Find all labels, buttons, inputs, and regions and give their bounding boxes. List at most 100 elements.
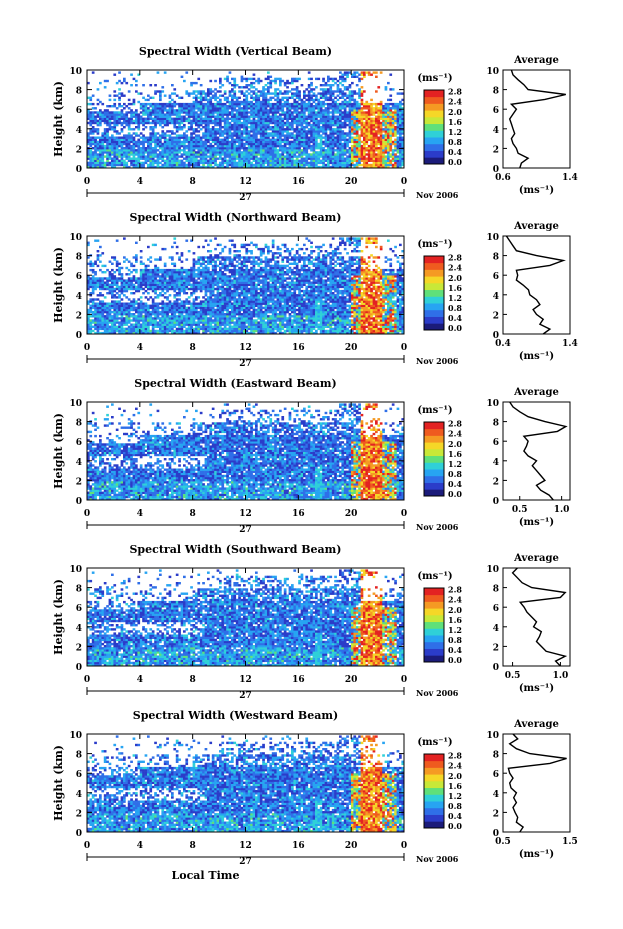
- heatmap-cell: [243, 100, 246, 104]
- heatmap-cell: [240, 329, 244, 333]
- heatmap-cell: [322, 329, 325, 333]
- heatmap-cell: [123, 126, 126, 129]
- heatmap-cell: [199, 84, 203, 87]
- heatmap-cell: [250, 138, 253, 141]
- heatmap-cell: [226, 153, 229, 156]
- heatmap-cell: [384, 159, 388, 162]
- heatmap-cell: [298, 151, 301, 154]
- heatmap-cell: [375, 323, 378, 326]
- heatmap-cell: [360, 111, 364, 114]
- heatmap-cell: [180, 321, 184, 324]
- heatmap-cell: [137, 128, 141, 131]
- heatmap-cell: [319, 88, 323, 91]
- heatmap-cell: [341, 157, 345, 160]
- heatmap-cell: [358, 149, 361, 152]
- heatmap-cell: [288, 81, 292, 85]
- heatmap-cell: [255, 121, 258, 125]
- heatmap-cell: [137, 165, 141, 169]
- heatmap-cell: [319, 126, 323, 129]
- heatmap-cell: [211, 321, 215, 324]
- heatmap-cell: [142, 109, 145, 112]
- heatmap-cell: [382, 130, 385, 133]
- heatmap-cell: [401, 155, 405, 158]
- heatmap-cell: [372, 325, 376, 328]
- heatmap-cell: [327, 140, 330, 144]
- heatmap-cell: [233, 323, 237, 326]
- heatmap-cell: [123, 77, 126, 81]
- heatmap-cell: [377, 151, 381, 154]
- heatmap-cell: [331, 111, 335, 114]
- heatmap-cell: [192, 107, 196, 110]
- heatmap-cell: [295, 147, 299, 150]
- heatmap-cell: [291, 323, 294, 326]
- heatmap-cell: [96, 329, 100, 333]
- heatmap-cell: [355, 153, 359, 156]
- heatmap-cell: [262, 159, 265, 162]
- heatmap-cell: [91, 159, 95, 162]
- heatmap-cell: [255, 92, 258, 95]
- heatmap-cell: [149, 147, 153, 150]
- heatmap-cell: [259, 147, 263, 150]
- heatmap-cell: [259, 323, 263, 326]
- heatmap-cell: [379, 329, 383, 333]
- heatmap-cell: [312, 331, 316, 335]
- heatmap-cell: [339, 117, 342, 120]
- heatmap-cell: [252, 144, 256, 148]
- heatmap-cell: [288, 105, 292, 108]
- heatmap-cell: [348, 121, 352, 125]
- heatmap-cell: [219, 102, 222, 106]
- heatmap-cell: [274, 111, 277, 114]
- heatmap-cell: [159, 142, 162, 146]
- heatmap-cell: [372, 165, 376, 169]
- heatmap-cell: [291, 163, 294, 167]
- heatmap-cell: [286, 102, 289, 106]
- heatmap-cell: [334, 90, 337, 93]
- heatmap-cell: [269, 107, 273, 110]
- heatmap-cell: [343, 136, 347, 139]
- heatmap-cell: [310, 149, 313, 152]
- heatmap-cell: [209, 92, 213, 95]
- heatmap-cell: [281, 111, 285, 114]
- heatmap-cell: [199, 327, 203, 331]
- heatmap-cell: [142, 153, 145, 156]
- heatmap-cell: [271, 109, 275, 112]
- heatmap-cell: [291, 329, 294, 333]
- heatmap-cell: [192, 138, 196, 141]
- heatmap-cell: [391, 121, 395, 125]
- heatmap-cell: [175, 165, 179, 169]
- heatmap-cell: [142, 329, 145, 333]
- heatmap-cell: [267, 86, 270, 89]
- heatmap-cell: [365, 140, 369, 144]
- heatmap-cell: [391, 157, 395, 160]
- heatmap-cell: [307, 323, 311, 326]
- heatmap-cell: [199, 161, 203, 165]
- heatmap-cell: [363, 73, 366, 76]
- heatmap-cell: [310, 96, 313, 99]
- heatmap-cell: [195, 163, 198, 167]
- heatmap-cell: [379, 136, 383, 139]
- heatmap-cell: [375, 149, 378, 152]
- heatmap-cell: [216, 123, 220, 127]
- heatmap-cell: [281, 98, 285, 102]
- heatmap-cell: [120, 92, 124, 95]
- heatmap-cell: [101, 136, 105, 139]
- heatmap-cell: [267, 151, 270, 154]
- heatmap-cell: [108, 138, 112, 141]
- heatmap-cell: [180, 121, 184, 125]
- heatmap-cell: [300, 105, 304, 108]
- heatmap-cell: [379, 165, 383, 169]
- heatmap-cell: [279, 115, 282, 118]
- heatmap-cell: [250, 123, 253, 127]
- heatmap-cell: [120, 113, 124, 116]
- heatmap-cell: [276, 115, 280, 118]
- heatmap-cell: [365, 147, 369, 150]
- heatmap-cell: [399, 329, 402, 333]
- heatmap-cell: [154, 111, 157, 114]
- heatmap-cell: [348, 159, 352, 162]
- heatmap-cell: [137, 119, 141, 123]
- heatmap-cell: [221, 107, 225, 110]
- heatmap-cell: [166, 155, 169, 158]
- heatmap-cell: [315, 98, 318, 102]
- heatmap-cell: [360, 98, 364, 102]
- heatmap-cell: [329, 128, 333, 131]
